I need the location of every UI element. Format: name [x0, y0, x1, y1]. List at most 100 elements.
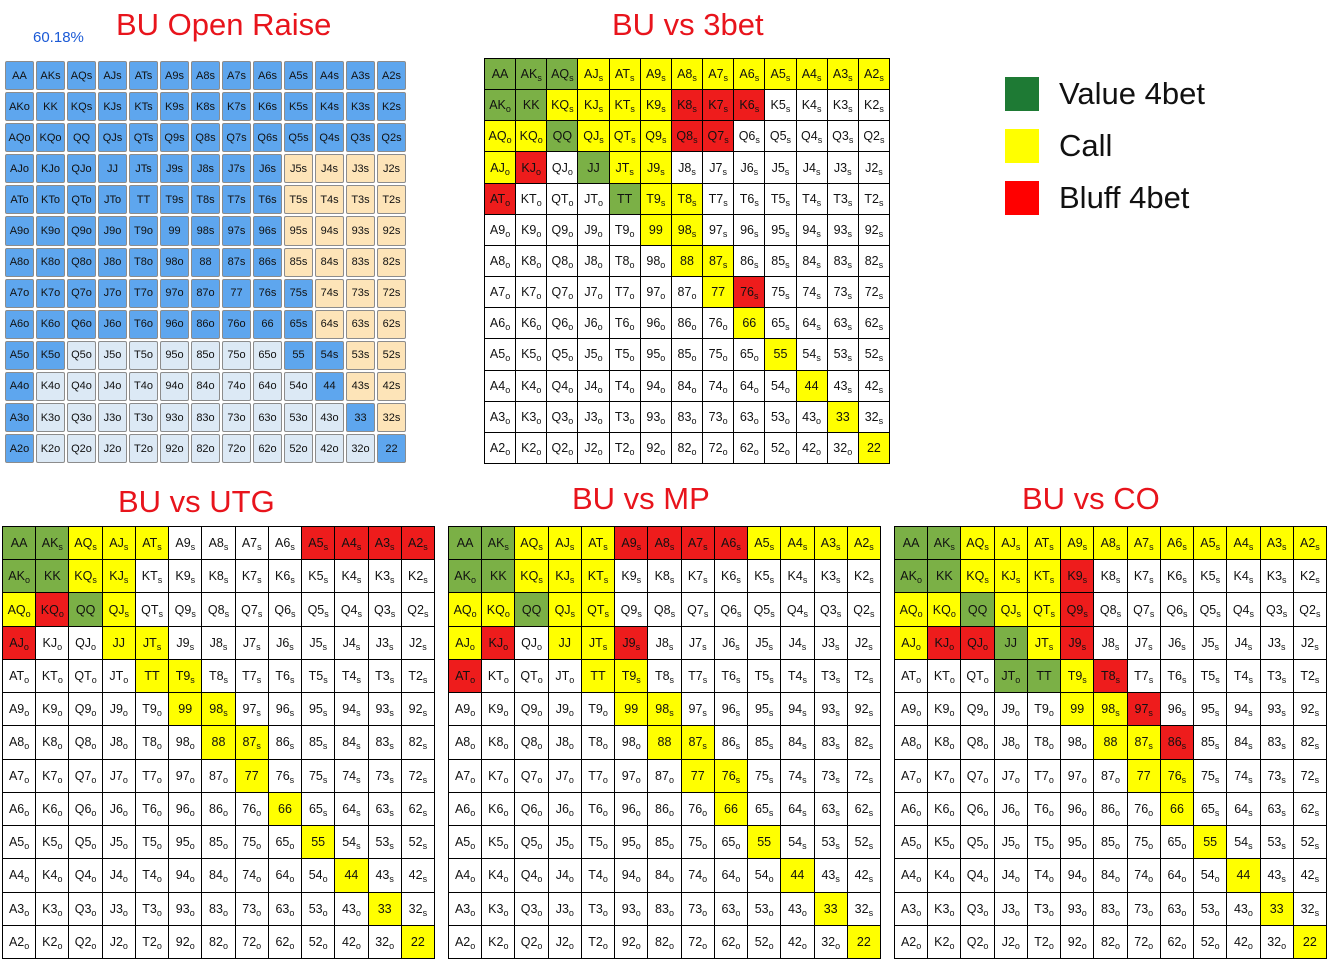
hand-suffix: s: [422, 641, 427, 652]
hand-suffix: o: [568, 291, 574, 302]
hand-label: T2: [854, 669, 869, 684]
hand-cell-k9o: K9o: [36, 216, 65, 246]
hand-suffix: s: [868, 741, 874, 752]
hand-label: 83: [655, 901, 669, 916]
hand-label: 54: [802, 347, 817, 362]
hand-label: A8: [900, 735, 917, 750]
hand-suffix: o: [949, 774, 955, 785]
hand-suffix: s: [693, 135, 698, 146]
hand-label: Q6: [274, 602, 292, 617]
hand-label: 44: [344, 868, 359, 883]
hand-suffix: s: [1248, 542, 1254, 553]
hand-suffix: s: [1081, 641, 1087, 652]
hand-cell-65o: 65o: [253, 340, 282, 370]
hand-label: 22: [1302, 934, 1317, 949]
hand-suffix: s: [356, 542, 362, 553]
hand-suffix: o: [470, 841, 476, 852]
hand-label: QQ: [967, 602, 988, 617]
hand-suffix: s: [1315, 542, 1320, 553]
hand-suffix: o: [122, 907, 128, 918]
hand-label: 42: [787, 934, 802, 949]
hand-suffix: o: [91, 907, 97, 918]
hand-suffix: o: [983, 741, 989, 752]
hand-suffix: o: [122, 708, 128, 719]
hand-label: 82: [854, 735, 869, 750]
hand-label: KK: [43, 569, 61, 584]
hand-suffix: s: [356, 575, 362, 586]
hand-label: 84: [209, 868, 223, 883]
hand-cell-qq: QQ: [515, 593, 548, 626]
hand-label: 82: [655, 934, 669, 949]
hand-label: JT: [555, 669, 570, 684]
hand-suffix: s: [786, 135, 792, 146]
hand-cell-75s: 75s: [284, 278, 313, 308]
hand-label: Q4: [1232, 602, 1250, 617]
hand-label: T7: [688, 669, 703, 684]
hand-label: 43: [375, 868, 390, 883]
hand-label: TT: [144, 669, 160, 684]
hand-label: Q3: [832, 129, 849, 144]
hand-cell-k6s: K6s: [253, 92, 282, 122]
hand-label: Q8: [520, 735, 538, 750]
hand-suffix: o: [1048, 807, 1054, 818]
hand-label: 33: [377, 901, 392, 916]
hand-suffix: o: [949, 708, 955, 719]
hand-label: 86: [275, 735, 290, 750]
hand-suffix: s: [1182, 542, 1187, 553]
hand-suffix: s: [692, 197, 697, 208]
hand-suffix: o: [735, 841, 741, 852]
hand-suffix: o: [597, 384, 603, 395]
hand-label: J2: [1301, 635, 1315, 650]
hand-label: 85: [754, 735, 769, 750]
hand-cell-72s: 72s: [377, 278, 406, 308]
hand-cell-73o: 73o: [222, 403, 251, 433]
hand-label: Q7: [520, 768, 538, 783]
hand-label: 92: [1067, 934, 1082, 949]
hand-label: 75: [708, 347, 723, 362]
hand-suffix: s: [1248, 807, 1253, 818]
hand-label: K8: [488, 735, 504, 750]
hand-suffix: o: [629, 228, 635, 239]
hand-suffix: o: [597, 353, 603, 364]
hand-suffix: o: [1081, 774, 1087, 785]
hand-label: 97: [1134, 702, 1149, 717]
hand-suffix: s: [1282, 575, 1287, 586]
hand-label: 95: [1067, 835, 1082, 850]
hand-label: 77: [711, 285, 726, 300]
hand-suffix: o: [983, 774, 989, 785]
hand-label: 64: [275, 868, 290, 883]
hand-label: Q9: [174, 602, 192, 617]
hand-label: 76: [242, 801, 257, 816]
hand-suffix: s: [1215, 675, 1220, 686]
